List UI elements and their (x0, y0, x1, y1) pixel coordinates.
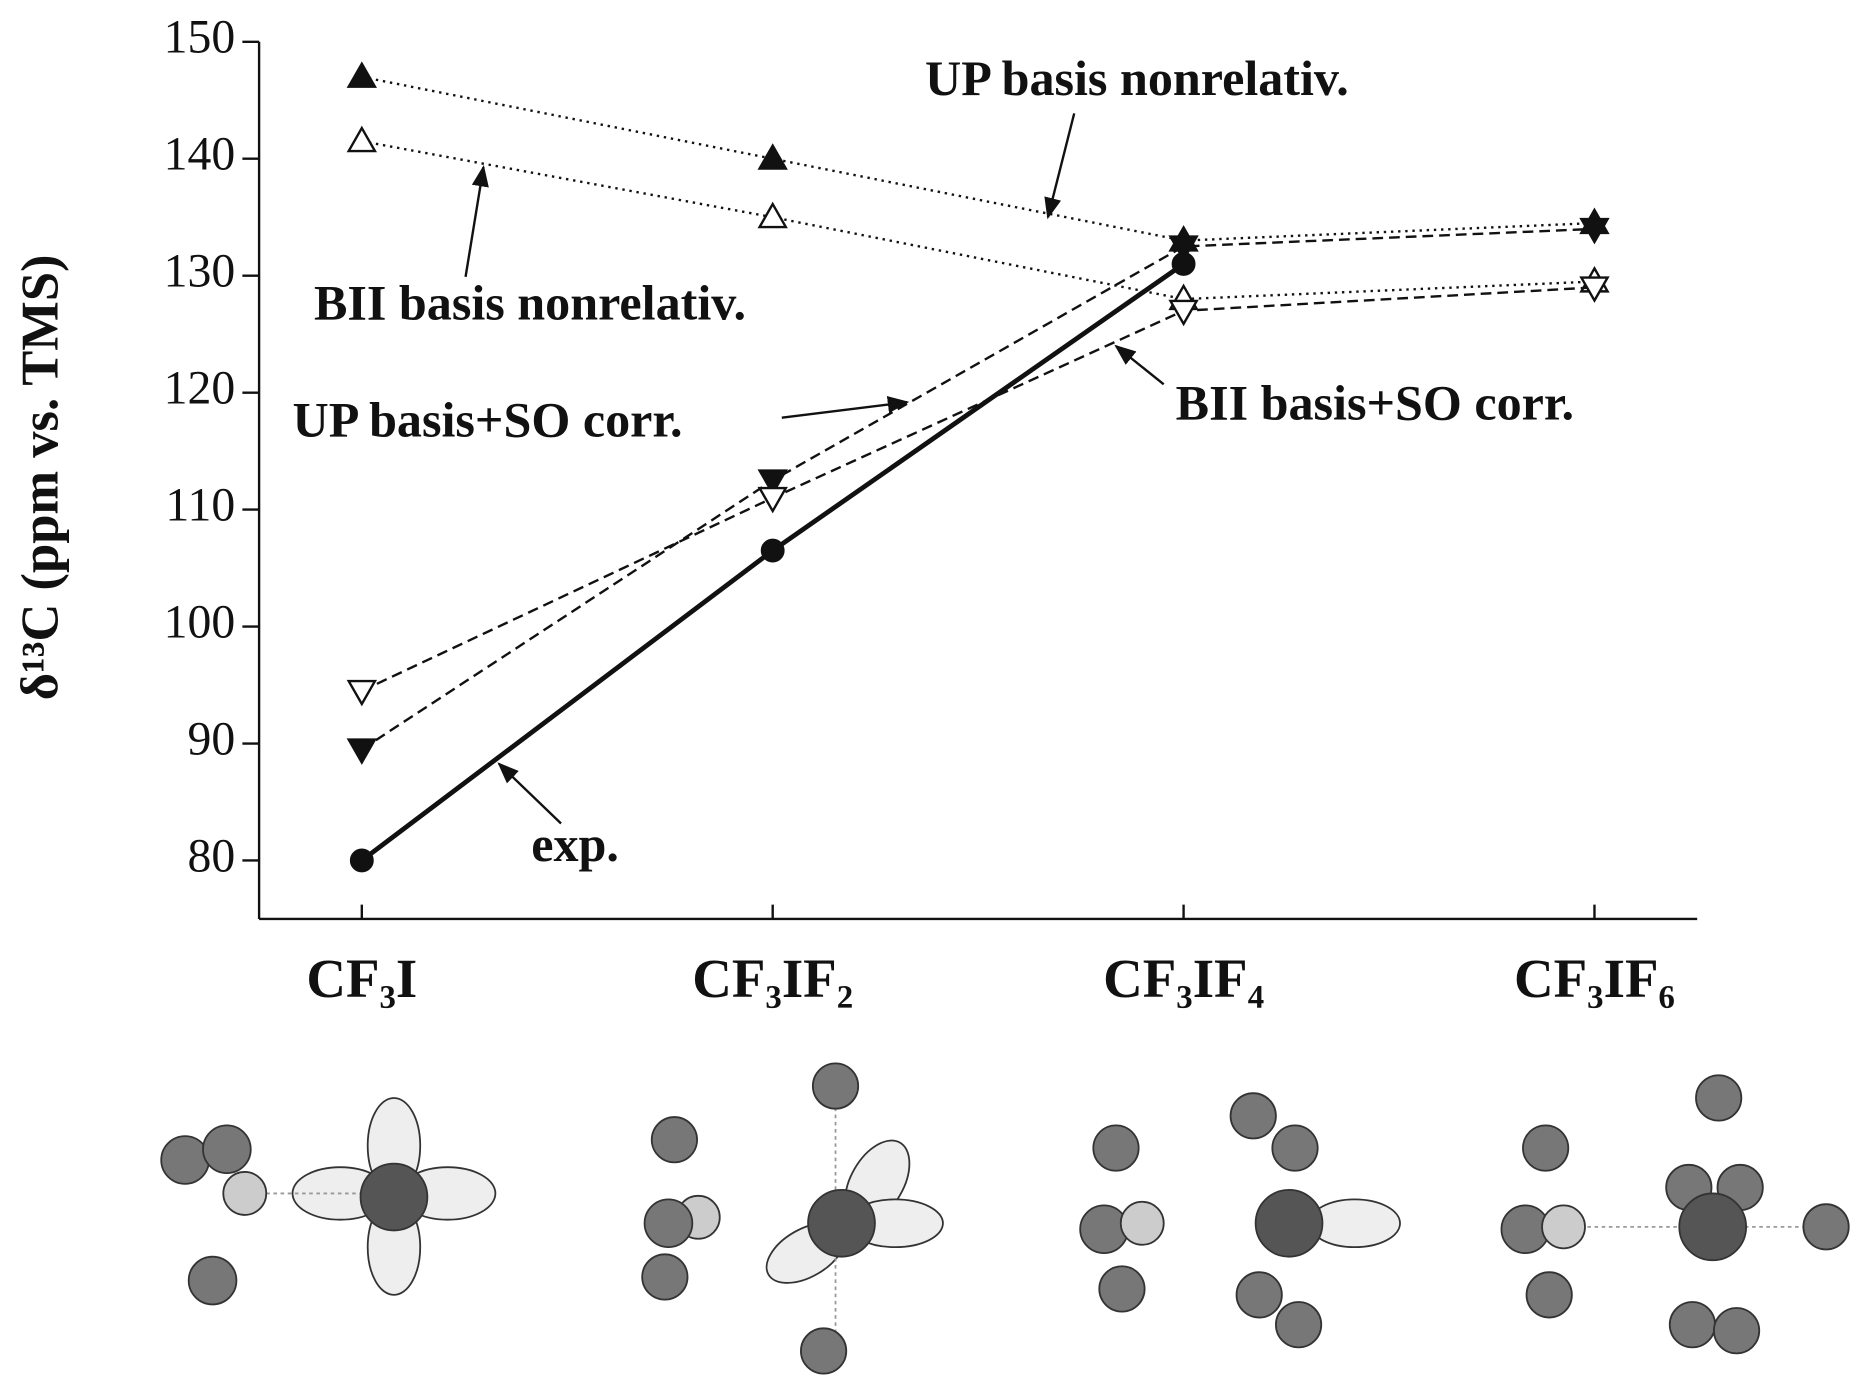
annotation: exp. (531, 816, 619, 872)
marker (757, 201, 788, 229)
y-tick-label: 130 (164, 245, 236, 298)
marker (346, 61, 377, 88)
annotation: BII basis+SO corr. (1176, 375, 1574, 431)
annotation-arrow (1114, 344, 1165, 386)
y-tick-label: 150 (164, 11, 236, 64)
series-line (361, 286, 1595, 692)
marker (1168, 299, 1199, 327)
marker (346, 738, 377, 765)
annotation-arrow (497, 762, 562, 825)
y-tick-label: 100 (164, 596, 236, 649)
y-axis-label: δ¹³C (ppm vs. TMS) (12, 254, 70, 700)
x-tick-label: CF₃I (306, 948, 417, 1009)
marker (1579, 276, 1610, 303)
y-tick-label: 110 (165, 479, 235, 532)
marker (1579, 217, 1610, 245)
marker (1171, 252, 1196, 276)
annotation-arrow (1044, 113, 1076, 220)
y-tick-label: 140 (164, 128, 236, 181)
annotation-arrow (781, 396, 910, 419)
x-tick-label: CF₃IF₂ (692, 948, 853, 1009)
annotation: UP basis nonrelativ. (925, 50, 1349, 106)
marker (757, 486, 788, 514)
marker (760, 538, 785, 563)
series-line (361, 75, 1595, 242)
y-tick-label: 90 (188, 712, 236, 765)
x-tick-label: CF₃IF₄ (1103, 948, 1264, 1009)
marker (346, 125, 377, 153)
molecules (160, 1062, 1850, 1375)
series-line (361, 227, 1595, 751)
y-tick-label: 80 (188, 829, 236, 882)
y-tick-label: 120 (164, 362, 236, 415)
marker (346, 679, 377, 707)
annotation-arrow (464, 164, 489, 278)
annotation: UP basis+SO corr. (293, 391, 683, 447)
annotation: BII basis nonrelativ. (314, 274, 746, 330)
series-line (361, 140, 1595, 301)
marker (1168, 235, 1199, 262)
x-tick-label: CF₃IF₆ (1514, 948, 1675, 1009)
marker (757, 143, 788, 170)
marker (349, 848, 374, 873)
marker (757, 469, 788, 496)
